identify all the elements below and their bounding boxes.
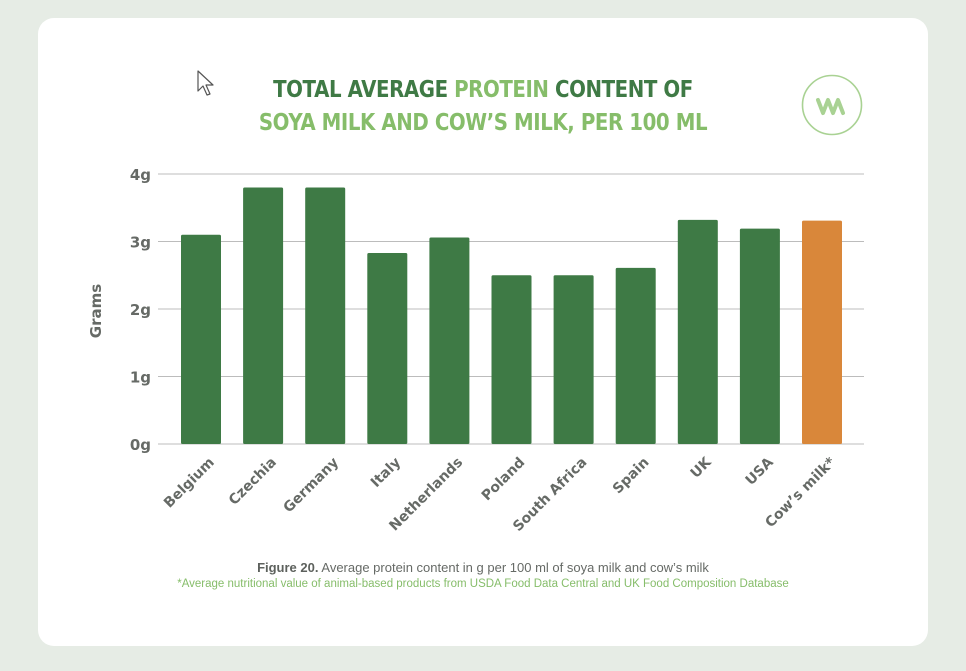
mouse-pointer-icon <box>197 70 214 96</box>
figure-footnote: *Average nutritional value of animal-bas… <box>177 578 789 590</box>
y-axis-label: Grams <box>87 284 105 338</box>
y-tick-label: 2g <box>130 301 151 319</box>
bar-czechia <box>243 187 284 444</box>
y-tick-label: 3g <box>130 234 151 252</box>
brand-logo-icon <box>801 74 863 136</box>
x-tick-label: Italy <box>368 455 404 491</box>
title-line-2: SOYA MILK AND COW’S MILK, PER 100 ML <box>258 110 708 136</box>
bar-belgium <box>181 234 221 444</box>
bar-netherlands <box>429 237 470 444</box>
y-tick-label: 1g <box>130 369 151 387</box>
figure-caption-text: Average protein content in g per 100 ml … <box>318 560 709 575</box>
bar-poland <box>491 275 532 444</box>
bar-usa <box>739 228 780 444</box>
chart-title: TOTAL AVERAGE PROTEIN CONTENT OF SOYA MI… <box>68 74 899 140</box>
figure-label: Figure 20. <box>257 560 319 575</box>
y-tick-label: 0g <box>130 436 151 454</box>
x-tick-label: Spain <box>610 455 653 498</box>
title-part-dark-a: TOTAL AVERAGE <box>273 77 455 103</box>
title-part-protein: PROTEIN <box>454 77 549 103</box>
bar-cow-s-milk <box>802 220 842 444</box>
x-tick-label: USA <box>743 454 777 488</box>
x-tick-label: Belgium <box>161 455 218 512</box>
bar-uk <box>677 219 718 444</box>
x-tick-label: Czechia <box>226 455 280 509</box>
bar-south-africa <box>553 275 594 444</box>
figure-caption: Figure 20. Average protein content in g … <box>0 560 966 575</box>
x-tick-label: Germany <box>280 455 342 517</box>
x-tick-label: UK <box>688 454 716 482</box>
bar-italy <box>367 252 408 444</box>
y-tick-label: 4g <box>130 166 151 184</box>
bar-spain <box>615 267 656 444</box>
bar-germany <box>305 187 346 444</box>
x-tick-label: Poland <box>479 455 529 505</box>
title-part-dark-b: CONTENT OF <box>548 77 693 103</box>
